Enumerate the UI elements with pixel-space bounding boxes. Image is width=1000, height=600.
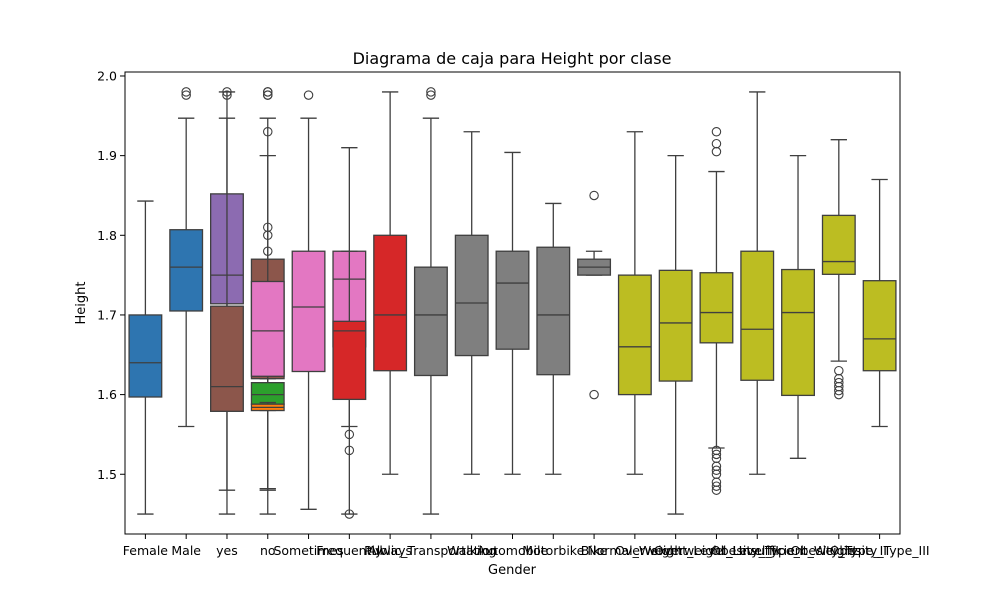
- box-12: [413, 87, 448, 515]
- box-series: [128, 87, 897, 519]
- outlier-point: [834, 365, 844, 376]
- box-18: [658, 154, 693, 515]
- box-body: [536, 246, 571, 376]
- box-body: [169, 229, 204, 312]
- x-tick-label: Obesity_Type_I: [711, 543, 804, 558]
- outlier-point: [711, 146, 722, 157]
- chart-title: Diagrama de caja para Height por clase: [353, 49, 672, 68]
- outlier-point: [263, 222, 273, 233]
- box-11: [373, 91, 408, 475]
- outlier-point: [344, 429, 355, 440]
- box-body: [250, 382, 285, 405]
- box-body: [862, 280, 897, 372]
- box-8: [291, 90, 326, 510]
- box-7: [250, 401, 285, 412]
- box-body: [291, 250, 326, 373]
- outlier-point: [222, 90, 232, 100]
- outlier-point: [711, 481, 722, 491]
- box-body: [821, 214, 856, 275]
- box-body: [250, 280, 285, 377]
- outlier-point: [181, 87, 191, 97]
- x-tick-label: Normal_Weight: [587, 543, 682, 558]
- box-body: [332, 320, 367, 401]
- x-tick-label: Insufficient_Weight: [739, 543, 858, 558]
- x-tick-label: Overweight_Level_II: [654, 543, 779, 558]
- x-tick-label: no: [260, 543, 276, 558]
- x-tick-label: yes: [216, 543, 238, 558]
- outlier-point: [263, 246, 273, 256]
- box-5: [250, 87, 285, 490]
- box-14: [495, 151, 530, 475]
- outlier-point: [711, 138, 722, 149]
- y-axis-label: Height: [74, 282, 89, 325]
- outlier-point: [222, 87, 232, 97]
- x-axis: Female Male yes noSometimesFrequentlyAlways…: [123, 534, 930, 558]
- box-0: [128, 200, 163, 515]
- x-tick-label: Obesity_Type_II: [791, 543, 887, 558]
- x-tick-label: Motorbike: [522, 543, 584, 558]
- outlier-point: [263, 90, 273, 100]
- outlier-point: [263, 126, 273, 137]
- outlier-point: [303, 90, 314, 100]
- box-body: [740, 250, 775, 381]
- outlier-point: [344, 509, 355, 519]
- box-20: [740, 91, 775, 475]
- x-axis-label: Gender: [488, 563, 537, 578]
- y-axis: 1.5 1.6 1.7 1.8 1.9 2.0: [97, 68, 125, 482]
- box-body: [454, 234, 489, 357]
- x-tick-label: Bike: [581, 543, 608, 558]
- outlier-point: [263, 87, 273, 97]
- outlier-point: [711, 445, 722, 456]
- y-tick-label: 1.6: [97, 387, 117, 402]
- outlier-point: [344, 445, 355, 456]
- box-6: [250, 378, 285, 491]
- box-17: [617, 131, 652, 475]
- box-15: [536, 202, 571, 475]
- box-1: [169, 87, 204, 428]
- outlier-point: [426, 90, 436, 100]
- box-19: [699, 126, 734, 495]
- box-23: [862, 178, 897, 428]
- box-body: [210, 305, 244, 412]
- outlier-point: [834, 377, 844, 388]
- y-tick-label: 1.9: [97, 148, 117, 163]
- x-tick-label: Overweight_Level_I: [615, 543, 736, 558]
- y-tick-label: 1.8: [97, 228, 117, 243]
- outlier-point: [589, 190, 599, 201]
- box-body: [699, 272, 734, 344]
- box-16: [577, 190, 612, 400]
- box-body: [658, 269, 693, 382]
- outlier-point: [711, 449, 722, 460]
- outlier-point: [589, 389, 599, 400]
- box-body: [617, 274, 652, 396]
- x-tick-label: Automobile: [477, 543, 549, 558]
- box-13: [454, 131, 489, 475]
- y-tick-label: 1.7: [97, 307, 117, 322]
- box-body: [781, 268, 815, 397]
- x-tick-label: Frequently: [316, 543, 383, 558]
- outlier-point: [426, 87, 436, 97]
- x-tick-label: Public_Transportation: [364, 543, 498, 558]
- box-10: [332, 250, 367, 519]
- x-tick-label: Male: [171, 543, 201, 558]
- outlier-point: [181, 90, 191, 100]
- y-tick-label: 2.0: [97, 68, 117, 83]
- box-3: [210, 87, 244, 515]
- box-body: [373, 234, 408, 372]
- x-tick-label: Sometimes: [273, 543, 343, 558]
- x-tick-label: Walking: [447, 543, 496, 558]
- outlier-point: [711, 126, 722, 137]
- x-tick-label: Female: [123, 543, 169, 558]
- outlier-point: [711, 465, 722, 476]
- box-22: [821, 139, 856, 400]
- x-tick-label: Obesity_Type_III: [830, 543, 930, 558]
- box-21: [781, 154, 815, 459]
- box-body: [495, 250, 530, 350]
- box-body: [413, 266, 448, 377]
- x-tick-label: Always: [368, 543, 412, 558]
- y-tick-label: 1.5: [97, 467, 117, 482]
- box-body: [128, 314, 163, 398]
